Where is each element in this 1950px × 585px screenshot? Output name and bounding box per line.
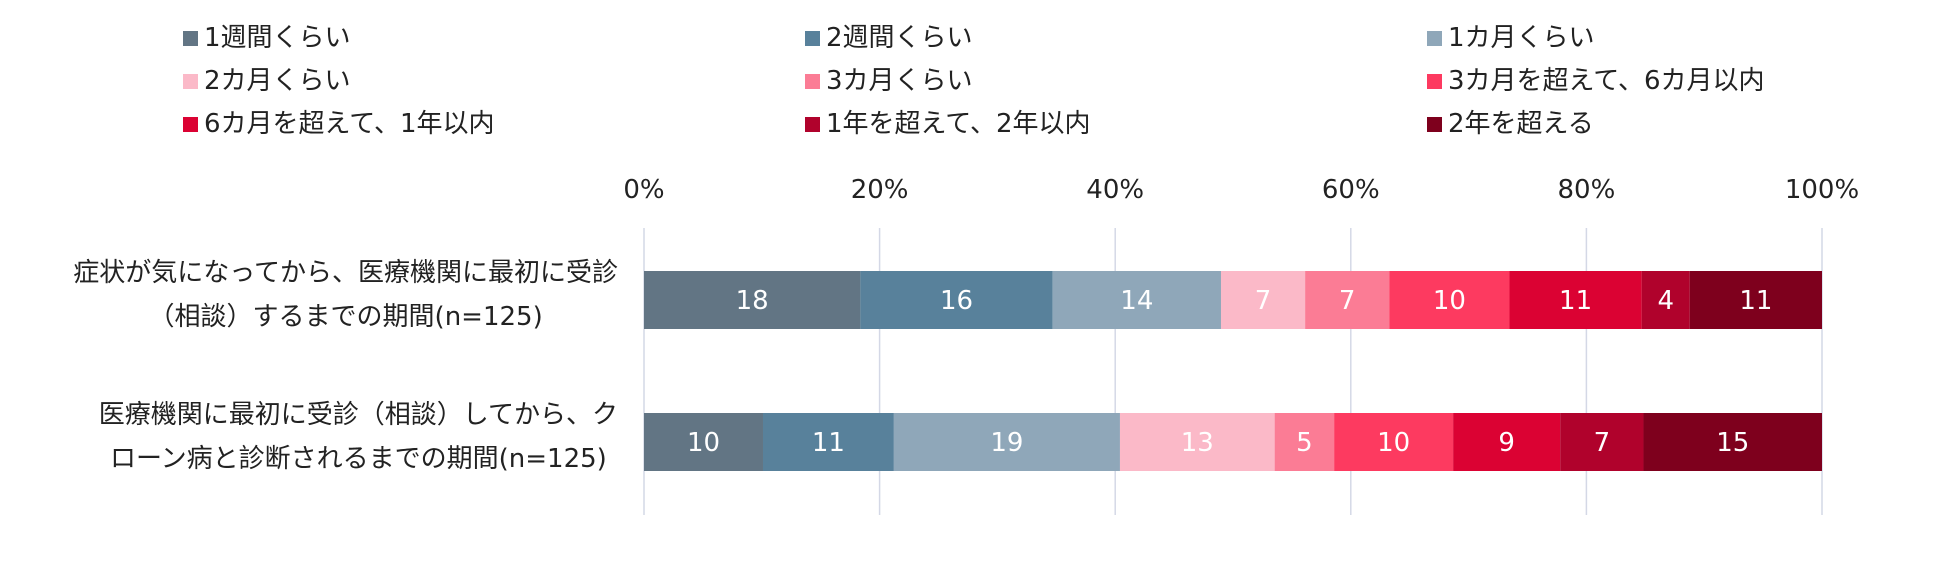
data-label: 5 bbox=[1296, 428, 1313, 458]
bar-segment bbox=[644, 413, 763, 471]
data-label: 11 bbox=[812, 428, 845, 458]
bar-segment bbox=[1641, 271, 1690, 329]
bar-segment bbox=[1052, 271, 1221, 329]
category-label-1-line-1: 症状が気になってから、医療機関に最初に受診 bbox=[73, 258, 618, 288]
data-label: 14 bbox=[1120, 286, 1153, 316]
legend-item: 2週間くらい bbox=[805, 18, 973, 58]
legend-label: 1カ月くらい bbox=[1448, 23, 1595, 53]
data-label: 16 bbox=[940, 286, 973, 316]
bar-segment bbox=[1643, 413, 1822, 471]
x-tick-label: 80% bbox=[1558, 175, 1616, 205]
bar-segment bbox=[1274, 413, 1335, 471]
legend-label: 3カ月くらい bbox=[826, 66, 973, 96]
data-label: 7 bbox=[1255, 286, 1272, 316]
bar-segment bbox=[893, 413, 1120, 471]
bar-segment bbox=[1220, 271, 1306, 329]
bar-segment bbox=[1305, 271, 1390, 329]
data-label: 11 bbox=[1739, 286, 1772, 316]
data-label: 15 bbox=[1716, 428, 1749, 458]
bar-segment bbox=[762, 413, 894, 471]
data-label: 4 bbox=[1657, 286, 1674, 316]
bar-segment bbox=[1389, 271, 1510, 329]
data-label: 10 bbox=[1377, 428, 1410, 458]
data-label: 9 bbox=[1498, 428, 1515, 458]
legend-label: 6カ月を超えて、1年以内 bbox=[204, 109, 495, 139]
data-label: 18 bbox=[736, 286, 769, 316]
x-tick-label: 20% bbox=[851, 175, 909, 205]
x-tick-label: 40% bbox=[1086, 175, 1144, 205]
category-label-1: 症状が気になってから、医療機関に最初に受診 （相談）するまでの期間(n=125) bbox=[73, 251, 618, 339]
bar-segment bbox=[1334, 413, 1454, 471]
legend-item: 1年を超えて、2年以内 bbox=[805, 104, 1090, 144]
legend-item: 1カ月くらい bbox=[1427, 18, 1595, 58]
legend-item: 1週間くらい bbox=[183, 18, 351, 58]
legend-item: 2年を超える bbox=[1427, 104, 1594, 144]
legend-item: 3カ月を超えて、6カ月以内 bbox=[1427, 61, 1764, 101]
bar-segment bbox=[1509, 271, 1642, 329]
legend-swatch bbox=[183, 30, 198, 46]
data-label: 7 bbox=[1339, 286, 1356, 316]
data-label: 10 bbox=[687, 428, 720, 458]
category-label-2-line-2: ローン病と診断されるまでの期間(n=125) bbox=[109, 444, 607, 474]
data-label: 11 bbox=[1559, 286, 1592, 316]
bar-segment bbox=[1453, 413, 1561, 471]
category-label-1-line-2: （相談）するまでの期間(n=125) bbox=[148, 302, 543, 332]
legend-label: 2週間くらい bbox=[826, 23, 973, 53]
bar-segment bbox=[1560, 413, 1644, 471]
data-label: 7 bbox=[1594, 428, 1611, 458]
x-tick-label: 0% bbox=[623, 175, 664, 205]
legend-label: 2年を超える bbox=[1448, 109, 1594, 139]
bar-segment bbox=[1119, 413, 1275, 471]
legend-label: 2カ月くらい bbox=[204, 66, 351, 96]
legend-swatch bbox=[1427, 73, 1442, 89]
legend-item: 6カ月を超えて、1年以内 bbox=[183, 104, 494, 144]
bar-segment bbox=[1689, 271, 1822, 329]
data-label: 10 bbox=[1433, 286, 1466, 316]
legend-label: 1週間くらい bbox=[204, 23, 351, 53]
bar-segment bbox=[860, 271, 1053, 329]
legend-item: 3カ月くらい bbox=[805, 61, 973, 101]
legend-item: 2カ月くらい bbox=[183, 61, 351, 101]
x-tick-label: 100% bbox=[1785, 175, 1859, 205]
legend-swatch bbox=[1427, 116, 1442, 132]
category-label-2-line-1: 医療機関に最初に受診（相談）してから、ク bbox=[98, 400, 618, 430]
legend-swatch bbox=[805, 30, 820, 46]
legend-swatch bbox=[805, 116, 820, 132]
legend-label: 3カ月を超えて、6カ月以内 bbox=[1448, 66, 1765, 96]
data-label: 19 bbox=[990, 428, 1023, 458]
legend-label: 1年を超えて、2年以内 bbox=[826, 109, 1091, 139]
legend-swatch bbox=[1427, 30, 1442, 46]
legend-swatch bbox=[805, 73, 820, 89]
data-label: 13 bbox=[1181, 428, 1214, 458]
legend-swatch bbox=[183, 73, 198, 89]
legend-swatch bbox=[183, 116, 198, 132]
category-label-2: 医療機関に最初に受診（相談）してから、ク ローン病と診断されるまでの期間(n=1… bbox=[99, 393, 618, 481]
x-tick-label: 60% bbox=[1322, 175, 1380, 205]
bar-segment bbox=[644, 271, 861, 329]
